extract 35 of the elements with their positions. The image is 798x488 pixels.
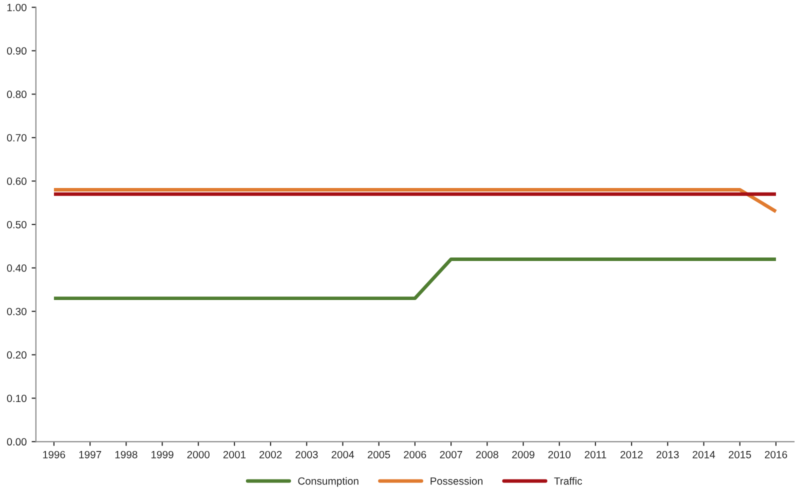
y-tick-label: 0.00 [7, 438, 26, 446]
x-tick-label: 2002 [260, 450, 282, 458]
y-tick-label: 0.80 [7, 90, 26, 98]
x-tick-label: 2004 [332, 450, 354, 458]
x-tick-label: 2014 [692, 450, 716, 458]
x-tick-label: 1998 [115, 450, 138, 458]
x-tick-label: 2016 [764, 450, 788, 458]
x-tick-label: 2015 [728, 450, 752, 458]
x-tick-label: 2006 [404, 450, 426, 458]
x-tick-label: 2011 [584, 450, 606, 458]
x-tick-label: 1999 [151, 450, 174, 458]
x-tick-label: 2001 [223, 450, 246, 458]
y-tick-label: 0.90 [7, 47, 26, 55]
x-tick-label: 1996 [43, 450, 66, 458]
x-tick-label: 2007 [440, 450, 462, 458]
y-tick-label: 0.40 [7, 264, 26, 272]
x-tick-label: 2000 [187, 450, 210, 458]
y-tick-label: 0.10 [7, 394, 26, 402]
x-tick-label: 2013 [656, 450, 679, 458]
y-tick-label: 1.00 [7, 4, 26, 12]
x-tick-label: 2008 [476, 450, 498, 458]
legend-label: Consumption [298, 477, 358, 487]
y-tick-label: 0.70 [7, 134, 26, 142]
x-tick-label: 1997 [79, 450, 102, 458]
x-tick-label: 2010 [548, 450, 571, 458]
x-tick-label: 2003 [296, 450, 318, 458]
x-tick-label: 2005 [368, 450, 390, 458]
y-tick-label: 0.20 [7, 351, 26, 359]
legend-label: Possession [430, 477, 482, 485]
y-tick-label: 0.30 [7, 308, 26, 316]
x-tick-label: 2012 [620, 450, 643, 458]
legend-label: Traffic [554, 477, 582, 485]
x-tick-label: 2009 [512, 450, 534, 458]
y-tick-label: 0.60 [7, 178, 26, 185]
y-tick-label: 0.50 [7, 220, 26, 228]
